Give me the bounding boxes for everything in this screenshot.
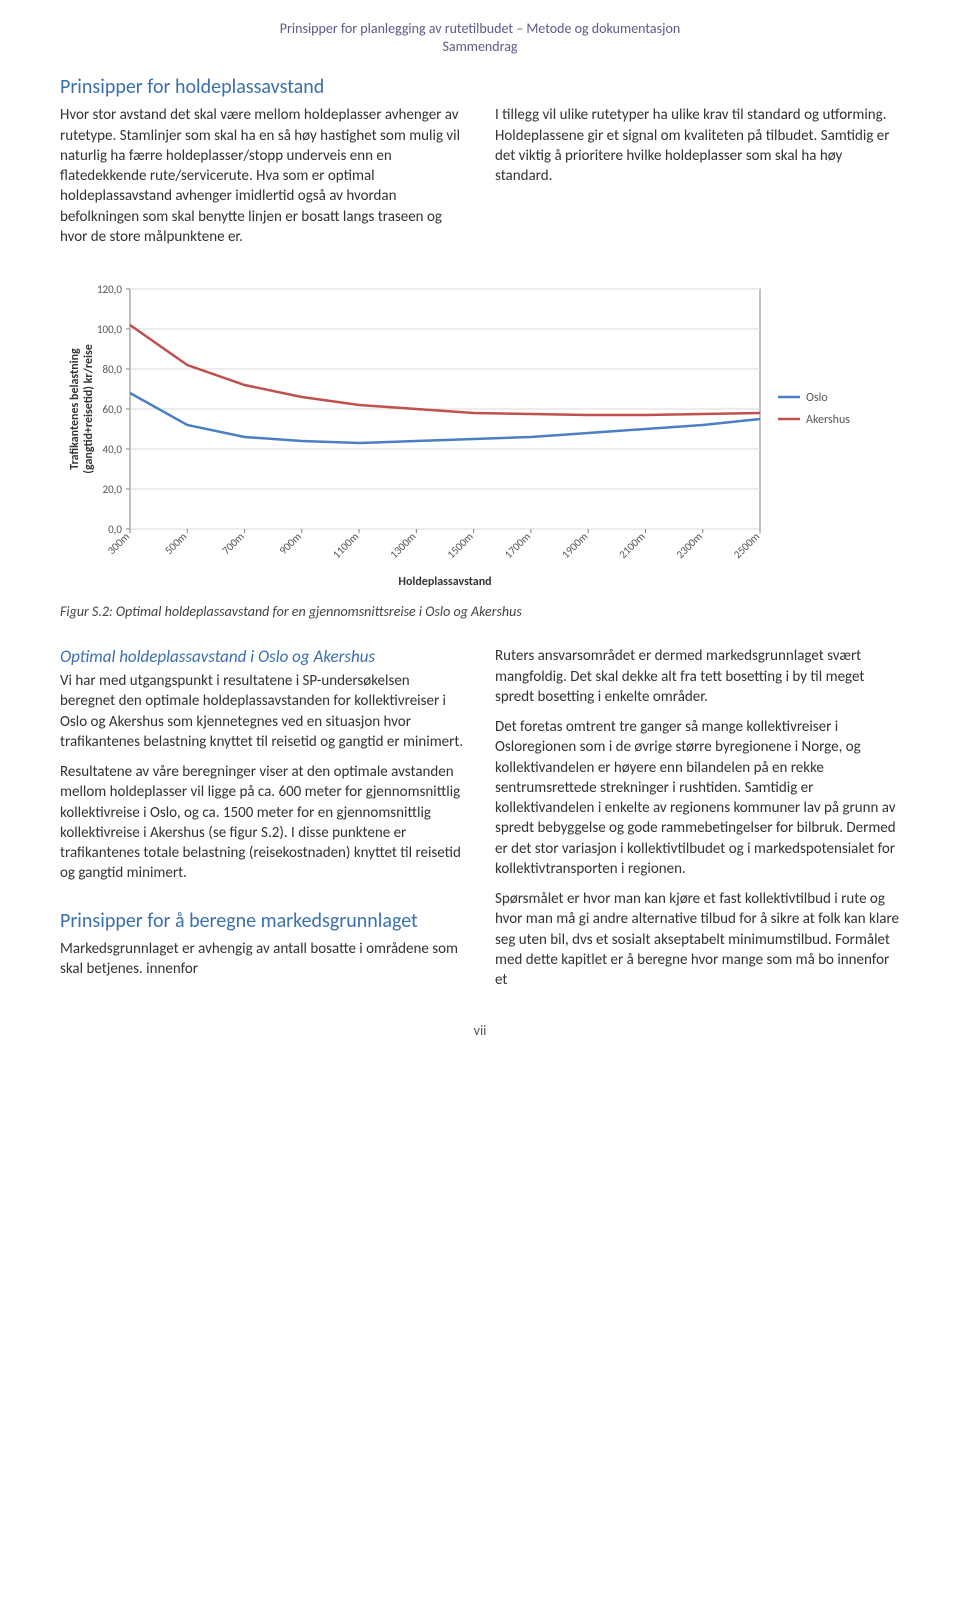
section-1-title: Prinsipper for holdeplassavstand: [60, 74, 900, 101]
chart-figure: 0,020,040,060,080,0100,0120,0300m500m700…: [60, 279, 900, 595]
svg-text:Oslo: Oslo: [806, 391, 828, 405]
svg-text:1500m: 1500m: [445, 530, 476, 561]
svg-text:120,0: 120,0: [97, 283, 122, 296]
section-1-right-p1: I tillegg vil ulike rutetyper ha ulike k…: [495, 105, 900, 186]
section-3-title: Prinsipper for å beregne markedsgrunnlag…: [60, 908, 465, 935]
svg-text:2300m: 2300m: [674, 530, 705, 561]
section-1-body: Hvor stor avstand det skal være mellom h…: [60, 105, 900, 257]
page-number: vii: [60, 1022, 900, 1041]
svg-text:2100m: 2100m: [616, 530, 647, 561]
svg-text:900m: 900m: [277, 530, 304, 557]
svg-text:20,0: 20,0: [103, 483, 123, 496]
page-header: Prinsipper for planlegging av rutetilbud…: [60, 20, 900, 56]
svg-text:1900m: 1900m: [559, 530, 590, 561]
svg-text:2500m: 2500m: [731, 530, 762, 561]
section-3-right-p1: Ruters ansvarsområdet er dermed markedsg…: [495, 646, 900, 707]
svg-text:40,0: 40,0: [103, 443, 123, 456]
svg-text:100,0: 100,0: [97, 323, 122, 336]
header-line-1: Prinsipper for planlegging av rutetilbud…: [60, 20, 900, 38]
svg-text:(gangtid+reisetid) kr/reise: (gangtid+reisetid) kr/reise: [82, 344, 96, 474]
svg-text:1100m: 1100m: [330, 530, 361, 561]
section-2-left-p1: Vi har med utgangspunkt i resultatene i …: [60, 671, 465, 752]
svg-text:1700m: 1700m: [502, 530, 533, 561]
svg-text:Akershus: Akershus: [806, 413, 850, 427]
svg-text:700m: 700m: [219, 530, 246, 557]
svg-text:1300m: 1300m: [387, 530, 418, 561]
svg-text:Trafikantenes belastning: Trafikantenes belastning: [68, 348, 82, 470]
svg-text:60,0: 60,0: [103, 403, 123, 416]
lower-columns: Optimal holdeplassavstand i Oslo og Aker…: [60, 646, 900, 1000]
line-chart: 0,020,040,060,080,0100,0120,0300m500m700…: [60, 279, 900, 589]
svg-text:Holdeplassavstand: Holdeplassavstand: [398, 575, 491, 589]
section-3-right-p3: Spørsmålet er hvor man kan kjøre et fast…: [495, 889, 900, 990]
section-2-title: Optimal holdeplassavstand i Oslo og Aker…: [60, 646, 465, 669]
svg-text:80,0: 80,0: [103, 363, 123, 376]
section-2-left-p2: Resultatene av våre beregninger viser at…: [60, 762, 465, 884]
section-3-left-p1: Markedsgrunnlaget er avhengig av antall …: [60, 939, 465, 980]
chart-caption: Figur S.2: Optimal holdeplassavstand for…: [60, 603, 900, 622]
section-3-right-p2: Det foretas omtrent tre ganger så mange …: [495, 717, 900, 879]
section-1-left-p1: Hvor stor avstand det skal være mellom h…: [60, 105, 465, 247]
header-line-2: Sammendrag: [60, 38, 900, 56]
svg-text:500m: 500m: [162, 530, 189, 557]
